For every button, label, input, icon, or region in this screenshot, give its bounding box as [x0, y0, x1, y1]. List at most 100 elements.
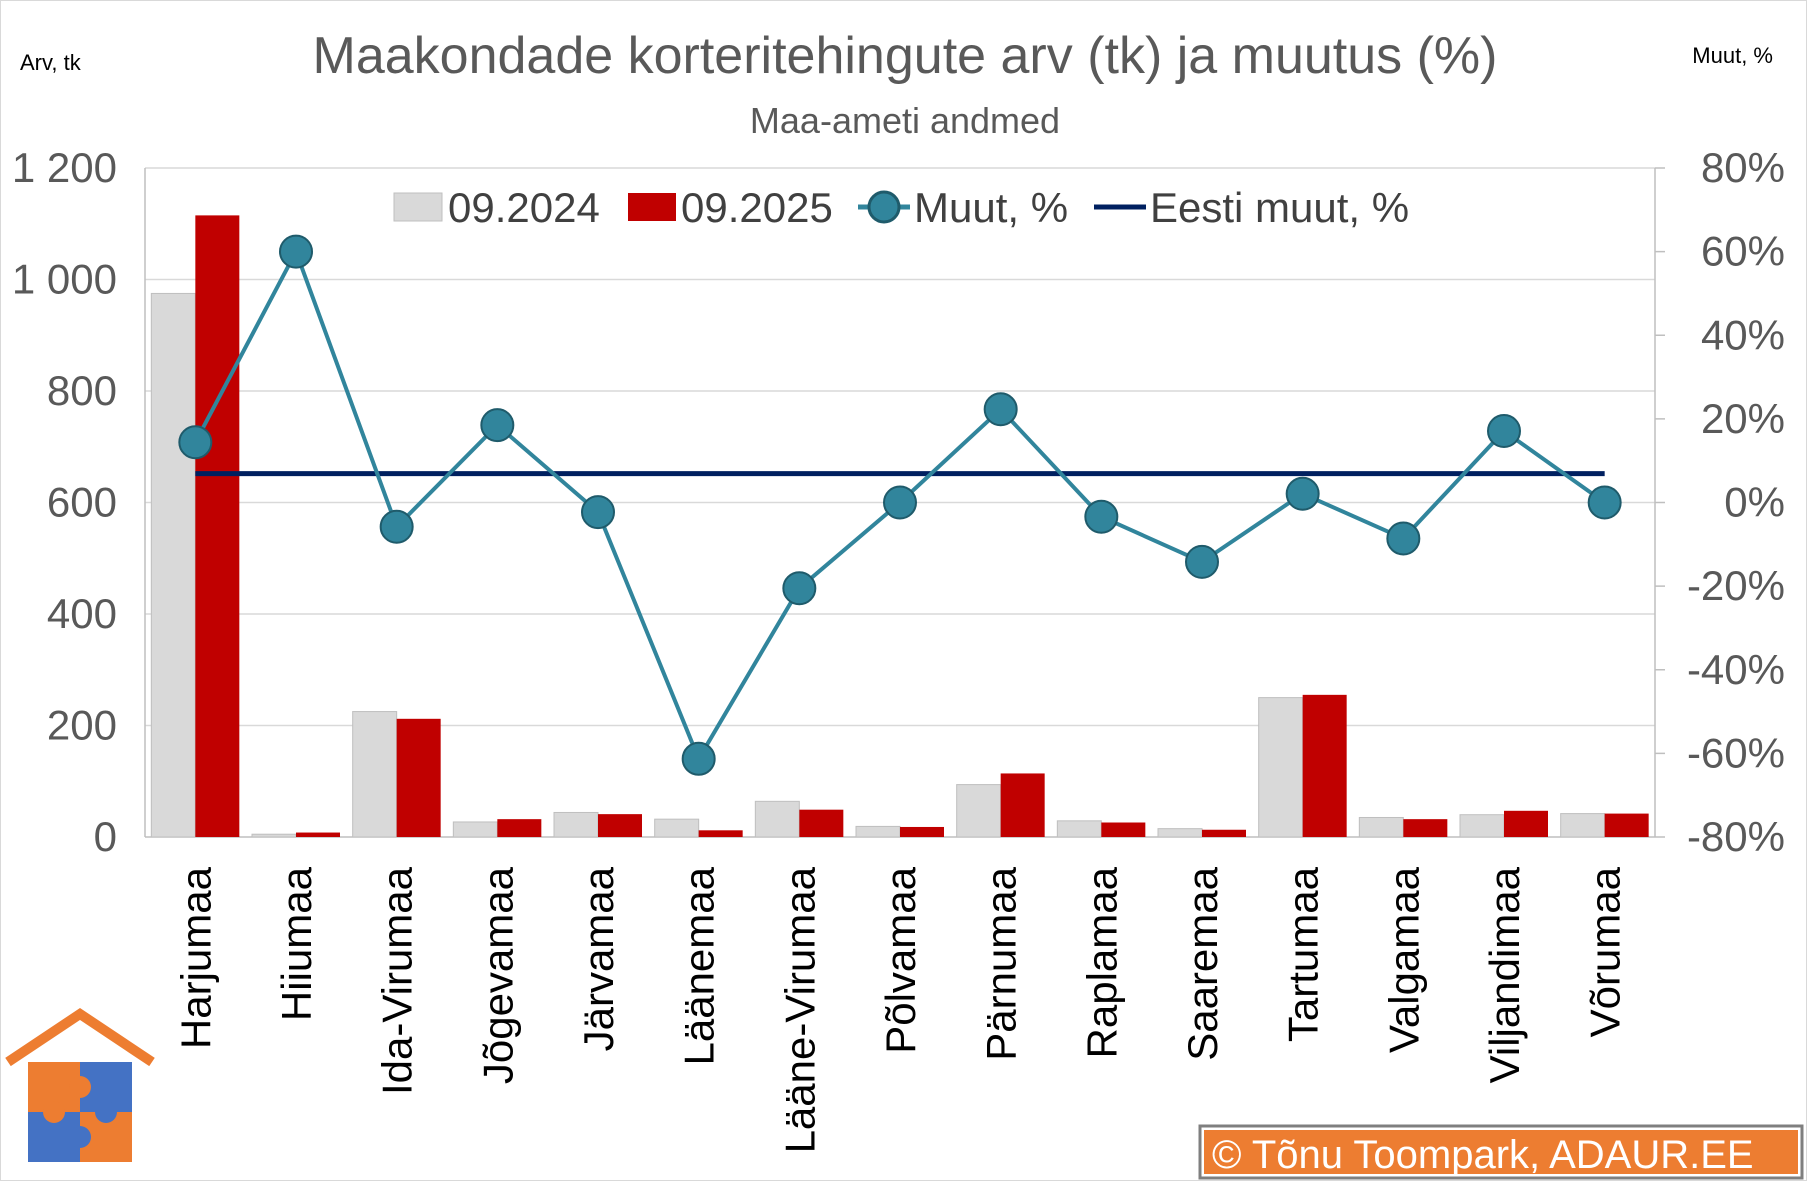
legend-label-2025: 09.2025	[681, 184, 833, 231]
category-label: Harjumaa	[172, 866, 219, 1049]
category-label: Saaremaa	[1179, 866, 1226, 1060]
bar-2025	[1504, 810, 1548, 837]
logo-knob-4	[69, 1126, 91, 1148]
y2-tick-label: -60%	[1687, 729, 1785, 776]
bar-2024	[150, 292, 196, 838]
category-label: Võrumaa	[1582, 866, 1629, 1037]
logo-knob-2	[95, 1101, 117, 1123]
change-marker	[983, 392, 1018, 427]
category-label: Lääne-Virumaa	[776, 866, 823, 1153]
category-label: Tartumaa	[1280, 866, 1327, 1042]
change-marker	[883, 485, 917, 520]
legend-label-estonia: Eesti muut, %	[1150, 184, 1409, 231]
change-marker	[279, 234, 313, 269]
logo-knob-1	[69, 1076, 91, 1098]
bar-2025	[1000, 773, 1045, 837]
bar-2024	[1560, 813, 1606, 838]
bar-2024	[1258, 697, 1304, 838]
category-label: Järvamaa	[575, 866, 622, 1051]
bar-2024	[855, 825, 901, 838]
change-marker	[581, 495, 615, 530]
category-label: Põlvamaa	[877, 866, 924, 1053]
bar-2025	[698, 830, 743, 837]
category-label: Läänemaa	[676, 866, 723, 1065]
y-tick-label: 400	[47, 590, 117, 637]
bar-2024	[352, 711, 398, 838]
y-tick-label: 600	[47, 479, 117, 526]
bars-group	[150, 215, 1649, 838]
bar-2024	[1459, 814, 1505, 838]
chart-title: Maakondade korteritehingute arv (tk) ja …	[313, 27, 1498, 85]
legend-swatch-2025	[628, 193, 676, 221]
change-marker	[178, 425, 213, 460]
bar-2025	[1202, 829, 1246, 837]
legend-marker-change	[867, 190, 901, 224]
bar-2025	[1604, 813, 1649, 837]
bar-2024	[1358, 816, 1404, 838]
chart-subtitle: Maa-ameti andmed	[750, 100, 1060, 141]
bar-2024	[452, 821, 498, 838]
bar-2025	[1403, 819, 1448, 837]
legend-label-2024: 09.2024	[448, 184, 600, 231]
category-label: Hiiumaa	[273, 866, 320, 1021]
bar-2025	[900, 826, 944, 837]
y2-tick-label: 20%	[1701, 395, 1785, 442]
change-marker	[1587, 485, 1622, 520]
logo-house-puzzle-icon	[5, 1007, 155, 1162]
change-marker	[681, 741, 716, 776]
lines-group	[178, 234, 1622, 776]
credit-box: © Tõnu Toompark, ADAUR.EE	[1198, 1124, 1804, 1180]
y2-tick-label: 60%	[1701, 228, 1785, 275]
credit-text: © Tõnu Toompark, ADAUR.EE	[1212, 1133, 1754, 1177]
category-label: Jõgevamaa	[474, 866, 521, 1084]
category-label: Pärnumaa	[978, 866, 1025, 1060]
bar-2024	[1157, 828, 1203, 838]
bar-2024	[654, 818, 700, 838]
legend-swatch-2024	[393, 192, 443, 222]
y-tick-label: 800	[47, 367, 117, 414]
change-marker	[1386, 521, 1421, 556]
y2-tick-label: -20%	[1687, 562, 1785, 609]
left-axis-unit: Arv, tk	[20, 50, 82, 75]
category-label: Ida-Virumaa	[374, 866, 421, 1095]
bar-2025	[598, 814, 642, 837]
bar-2024	[251, 833, 297, 838]
bar-2025	[799, 809, 844, 837]
y-tick-label: 1 000	[12, 256, 117, 303]
y-tick-label: 200	[47, 702, 117, 749]
change-marker	[1084, 499, 1119, 534]
left-axis-ticks: 0 200 400 600 800 1 000 1 200	[12, 144, 117, 860]
change-marker	[379, 509, 414, 544]
category-label: Viljandimaa	[1481, 866, 1528, 1083]
logo-knob-3	[43, 1101, 65, 1123]
right-axis-unit: Muut, %	[1692, 43, 1773, 68]
bar-2025	[396, 718, 441, 837]
bar-2024	[553, 811, 599, 838]
bar-2025	[195, 215, 240, 837]
bar-2025	[1302, 694, 1347, 837]
y2-tick-label: 0%	[1724, 479, 1785, 526]
credit-background	[1204, 1130, 1798, 1174]
change-marker	[1185, 544, 1219, 579]
y-tick-label: 1 200	[12, 144, 117, 191]
bar-2024	[956, 784, 1002, 838]
y2-tick-label: -40%	[1687, 646, 1785, 693]
logo-roof	[5, 1007, 155, 1067]
bar-2024	[1056, 820, 1102, 838]
legend: 09.2024 09.2025 Muut, % Eesti muut, %	[393, 184, 1409, 231]
change-marker	[1285, 476, 1320, 511]
y2-tick-label: 40%	[1701, 311, 1785, 358]
category-label: Raplamaa	[1078, 866, 1125, 1058]
category-labels: Harjumaa Hiiumaa Ida-Virumaa Jõgevamaa Järva…	[172, 866, 1628, 1153]
right-axis-ticks: 80% 60% 40% 20% 0% -20% -40% -60% -80%	[1655, 144, 1785, 860]
change-marker	[1487, 414, 1521, 449]
bar-2025	[296, 832, 340, 837]
category-label: Valgamaa	[1380, 866, 1427, 1053]
y2-tick-label: -80%	[1687, 813, 1785, 860]
bar-2025	[497, 819, 542, 837]
change-marker	[782, 571, 817, 606]
y2-tick-label: 80%	[1701, 144, 1785, 191]
bar-2024	[754, 800, 800, 838]
y-tick-label: 0	[94, 813, 117, 860]
